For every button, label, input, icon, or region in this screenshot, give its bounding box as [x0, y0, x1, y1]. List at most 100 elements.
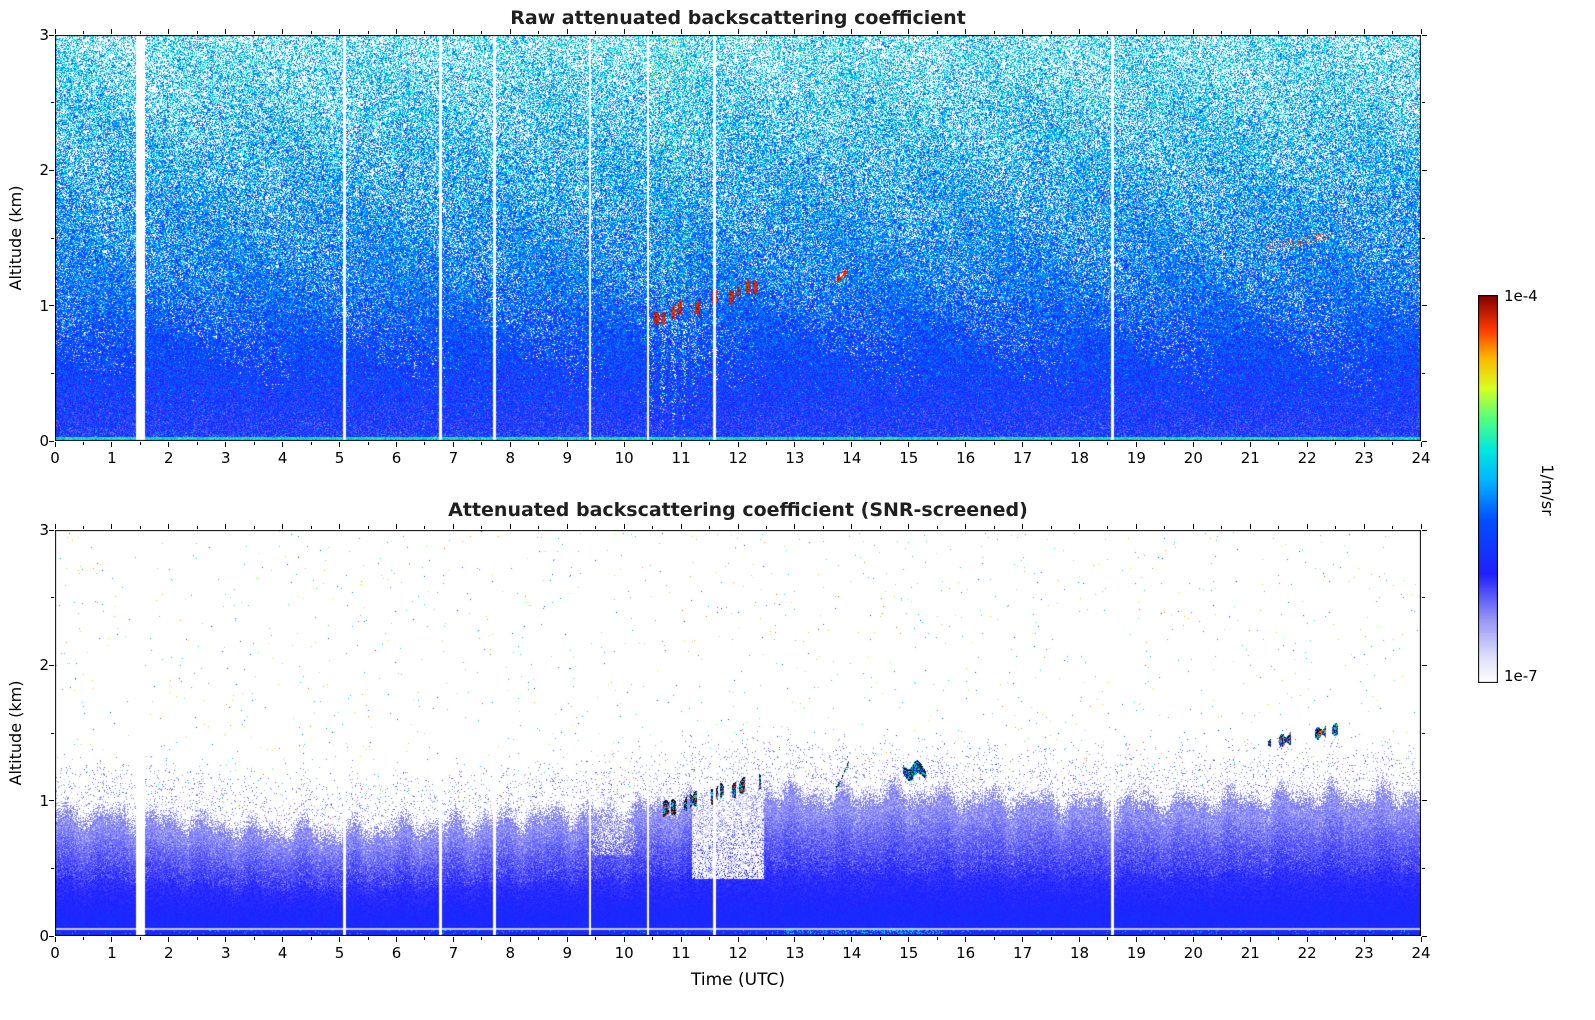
x-minor-tick: [879, 526, 881, 529]
x-tick: [339, 29, 341, 34]
x-tick: [908, 442, 910, 447]
x-tick-label: 18: [1069, 944, 1090, 962]
x-tick: [452, 442, 454, 447]
x-minor-tick: [538, 31, 540, 34]
x-minor-tick: [139, 442, 141, 445]
x-minor-tick: [709, 31, 711, 34]
y-tick: [1422, 529, 1427, 531]
x-minor-tick: [822, 442, 824, 445]
x-minor-tick: [196, 937, 198, 940]
x-tick: [1135, 442, 1137, 447]
x-tick: [680, 442, 682, 447]
x-minor-tick: [595, 937, 597, 940]
top-y-axis-label: Altitude (km): [6, 185, 25, 291]
x-tick-label: 12: [728, 449, 748, 467]
x-tick-label: 21: [1240, 449, 1260, 467]
x-tick: [396, 524, 397, 529]
y-tick: [1422, 935, 1427, 937]
y-minor-tick: [1422, 732, 1425, 734]
x-tick-label: 4: [277, 944, 288, 962]
x-minor-tick: [538, 937, 540, 940]
x-minor-tick: [1221, 442, 1223, 445]
x-minor-tick: [652, 937, 654, 940]
x-tick-label: 22: [1297, 944, 1317, 962]
x-tick: [54, 524, 56, 529]
x-tick-label: 9: [562, 944, 573, 962]
x-tick: [396, 937, 397, 942]
x-tick-label: 23: [1354, 449, 1374, 467]
y-minor-tick: [51, 867, 54, 869]
x-minor-tick: [367, 31, 369, 34]
x-tick: [339, 937, 341, 942]
x-minor-tick: [1107, 937, 1109, 940]
y-tick-label: 0: [39, 432, 49, 450]
x-minor-tick: [1278, 442, 1280, 445]
x-tick: [851, 524, 853, 529]
y-minor-tick: [51, 372, 54, 374]
y-tick-label: 3: [39, 521, 49, 539]
x-minor-tick: [1335, 31, 1337, 34]
x-tick-label: 5: [334, 449, 345, 467]
x-tick: [111, 937, 113, 942]
x-minor-tick: [993, 31, 995, 34]
x-minor-tick: [1335, 442, 1337, 445]
x-tick-label: 6: [391, 449, 402, 467]
x-tick: [1306, 524, 1308, 529]
x-tick: [623, 524, 625, 529]
y-minor-tick: [51, 102, 54, 104]
x-tick-label: 22: [1297, 449, 1317, 467]
x-tick: [1249, 29, 1251, 34]
y-tick: [1422, 800, 1427, 802]
x-tick: [566, 524, 568, 529]
y-tick-label: 3: [39, 26, 49, 44]
screened-backscatter-heatmap: [55, 530, 1421, 936]
x-tick: [1079, 937, 1080, 942]
colorbar: [1478, 295, 1498, 683]
x-tick-label: 2: [164, 449, 174, 467]
x-tick-label: 16: [956, 944, 976, 962]
x-tick-label: 12: [728, 944, 748, 962]
x-tick: [509, 524, 511, 529]
x-minor-tick: [822, 526, 824, 529]
x-tick-label: 19: [1126, 449, 1146, 467]
x-tick: [908, 29, 910, 34]
x-minor-tick: [765, 31, 767, 34]
x-tick: [737, 29, 739, 34]
x-minor-tick: [481, 526, 483, 529]
x-tick: [111, 442, 113, 447]
y-minor-tick: [51, 597, 54, 599]
x-tick: [168, 29, 170, 34]
x-tick-label: 14: [842, 449, 862, 467]
y-tick-label: 0: [39, 927, 49, 945]
x-minor-tick: [1164, 442, 1166, 445]
x-tick: [1249, 442, 1251, 447]
x-minor-tick: [936, 526, 938, 529]
x-tick: [225, 442, 227, 447]
x-tick: [794, 442, 796, 447]
x-tick-label: 3: [220, 449, 231, 467]
x-tick: [1420, 937, 1422, 942]
x-minor-tick: [1107, 526, 1109, 529]
y-tick-label: 1: [39, 296, 49, 315]
x-tick: [794, 29, 796, 34]
y-tick: [49, 169, 54, 171]
x-tick: [225, 937, 227, 942]
x-minor-tick: [1164, 937, 1166, 940]
y-minor-tick: [51, 732, 54, 734]
x-tick: [111, 524, 113, 529]
x-minor-tick: [82, 937, 84, 940]
x-tick-label: 23: [1354, 944, 1374, 962]
x-tick: [168, 937, 170, 942]
colorbar-unit-label: 1/m/sr: [1538, 464, 1557, 516]
x-tick: [965, 29, 967, 34]
x-minor-tick: [1278, 526, 1280, 529]
x-tick: [1135, 524, 1137, 529]
x-tick: [566, 29, 568, 34]
x-minor-tick: [139, 31, 141, 34]
x-tick-label: 16: [956, 449, 976, 467]
x-minor-tick: [765, 526, 767, 529]
bottom-panel-title: Attenuated backscattering coefficient (S…: [448, 499, 1028, 521]
x-minor-tick: [993, 442, 995, 445]
x-tick: [680, 937, 682, 942]
